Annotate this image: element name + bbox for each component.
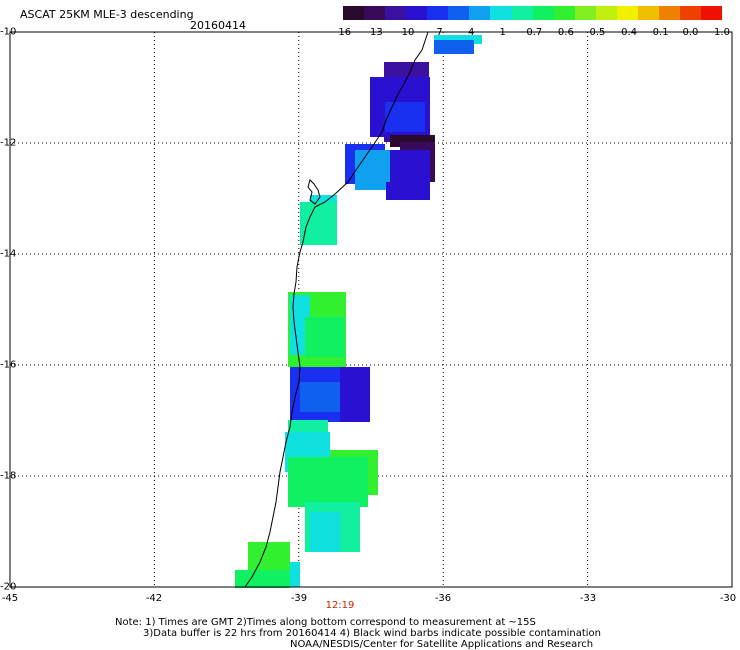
color-scale-segment bbox=[385, 6, 407, 20]
note-line-3: NOAA/NESDIS/Center for Satellite Applica… bbox=[290, 639, 594, 650]
wind-cell bbox=[340, 367, 370, 422]
color-scale-segment bbox=[406, 6, 428, 20]
color-scale-segment bbox=[616, 6, 638, 20]
map-border bbox=[9, 31, 733, 588]
wind-cell bbox=[288, 457, 368, 507]
map-frame bbox=[9, 31, 733, 588]
wind-cell bbox=[434, 40, 474, 54]
color-scale-segment bbox=[469, 6, 491, 20]
lon-label-39: -39 bbox=[290, 593, 308, 604]
color-scale-segment bbox=[595, 6, 617, 20]
color-scale-segment bbox=[658, 6, 680, 20]
wind-cell bbox=[310, 512, 340, 552]
wind-cell bbox=[434, 35, 482, 44]
map-title: ASCAT 25KM MLE-3 descending bbox=[20, 8, 194, 21]
wind-cell bbox=[290, 562, 300, 587]
wind-cell bbox=[300, 382, 340, 412]
lon-label-42: -42 bbox=[145, 593, 163, 604]
lat-label-16: -16 bbox=[0, 359, 17, 371]
lat-label-20: -20 bbox=[0, 581, 17, 593]
pass-time-label: 12:19 bbox=[325, 600, 355, 611]
map-plot bbox=[9, 31, 733, 588]
lat-label-14: -14 bbox=[0, 248, 17, 260]
note-line-1: Note: 1) Times are GMT 2)Times along bot… bbox=[115, 617, 536, 628]
color-scale-segment bbox=[364, 6, 386, 20]
graticule bbox=[10, 32, 732, 587]
wind-cell bbox=[235, 570, 290, 588]
lon-label-33: -33 bbox=[579, 593, 597, 604]
wind-cell bbox=[248, 542, 290, 572]
color-scale-bar bbox=[343, 6, 723, 20]
color-scale-segment bbox=[680, 6, 702, 20]
color-scale-segment bbox=[637, 6, 659, 20]
lon-label-45: -45 bbox=[1, 593, 19, 604]
color-scale-segment bbox=[553, 6, 575, 20]
coastline-inlet bbox=[307, 179, 321, 205]
wind-cell bbox=[305, 317, 345, 357]
color-scale-segment bbox=[490, 6, 512, 20]
lon-label-36: -36 bbox=[434, 593, 452, 604]
wind-cell bbox=[386, 182, 426, 200]
color-scale-segment bbox=[574, 6, 596, 20]
lon-label-30: -30 bbox=[719, 593, 737, 604]
map-date: 20160414 bbox=[190, 19, 246, 32]
lat-label-10: -10 bbox=[0, 26, 17, 38]
color-scale-segment bbox=[511, 6, 533, 20]
color-scale-segment bbox=[343, 6, 365, 20]
lat-label-12: -12 bbox=[0, 137, 17, 149]
color-scale-segment bbox=[532, 6, 554, 20]
wind-cell bbox=[300, 202, 337, 245]
color-scale-segment bbox=[427, 6, 449, 20]
wind-cell bbox=[355, 150, 390, 190]
coastline bbox=[244, 31, 429, 588]
color-scale-segment bbox=[701, 6, 723, 20]
wind-cell bbox=[385, 102, 425, 132]
wind-cells bbox=[235, 35, 482, 588]
lat-label-18: -18 bbox=[0, 470, 17, 482]
note-line-2: 3)Data buffer is 22 hrs from 20160414 4)… bbox=[143, 628, 601, 639]
color-scale-segment bbox=[448, 6, 470, 20]
